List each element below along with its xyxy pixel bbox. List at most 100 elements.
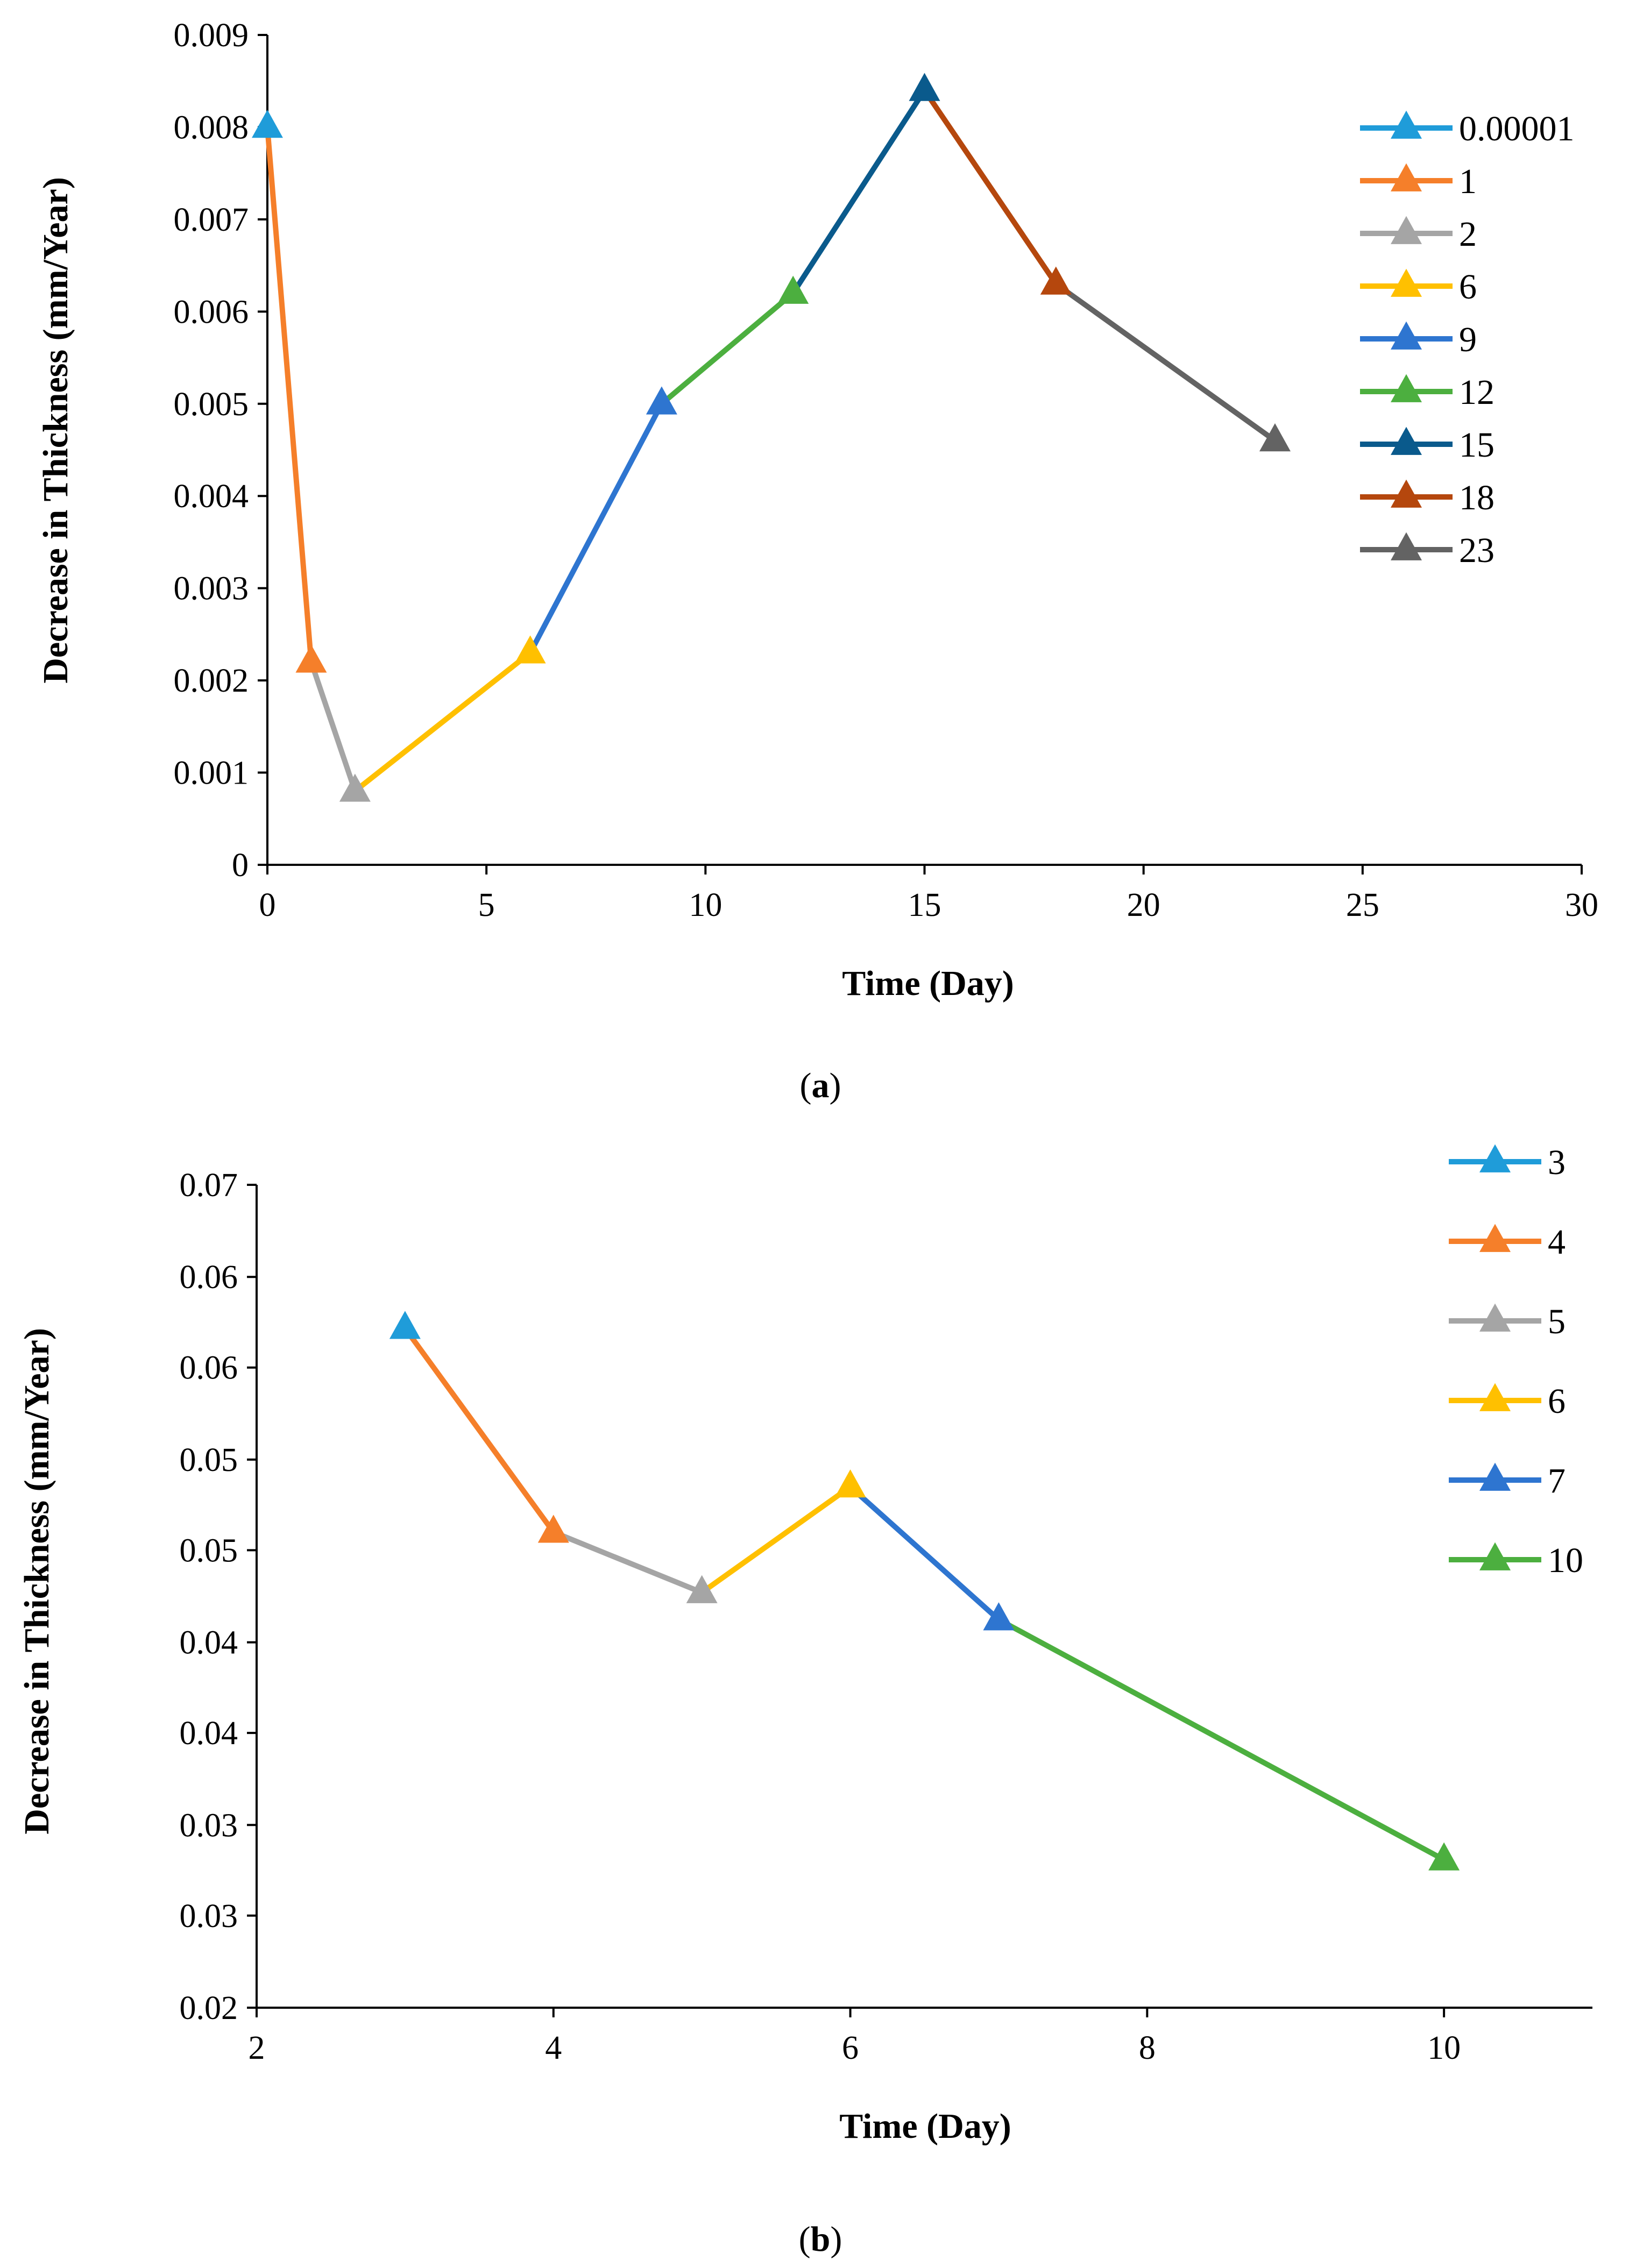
y-tick-label: 0.008 bbox=[174, 109, 249, 146]
data-point-1 bbox=[295, 644, 327, 673]
series-line-18 bbox=[922, 87, 1059, 287]
y-tick-label: 0.03 bbox=[180, 1807, 238, 1844]
legend-label-18: 18 bbox=[1459, 478, 1495, 517]
data-point-9 bbox=[646, 386, 677, 415]
y-tick-label: 0 bbox=[232, 847, 249, 884]
x-axis-title: Time (Day) bbox=[842, 964, 1014, 1003]
legend-marker-1 bbox=[1391, 163, 1422, 191]
x-tick-label: 10 bbox=[689, 887, 722, 923]
data-point-23 bbox=[1259, 423, 1291, 452]
data-point-15 bbox=[909, 73, 940, 101]
legend-label-9: 9 bbox=[1459, 320, 1477, 359]
legend-marker-12 bbox=[1391, 374, 1422, 402]
y-tick-label: 0.03 bbox=[180, 1898, 238, 1935]
legend: 3 4 5 6 7 10 bbox=[1449, 1143, 1583, 1580]
y-tick-label: 0.003 bbox=[174, 571, 249, 607]
legend-label-0.00001: 0.00001 bbox=[1459, 109, 1575, 148]
y-tick-label: 0.02 bbox=[180, 1990, 238, 2027]
y-tick-label: 0.006 bbox=[174, 294, 249, 330]
data-point-18 bbox=[1040, 266, 1072, 295]
series-line-10 bbox=[996, 1617, 1447, 1862]
x-tick-label: 5 bbox=[478, 887, 495, 923]
data-point-7 bbox=[983, 1602, 1015, 1631]
data-point-4 bbox=[537, 1515, 569, 1543]
y-ticks: 0.02 0.03 0.03 0.04 0.04 0.05 0.05 0.06 0.06 0.07 bbox=[180, 1167, 257, 2027]
legend-marker-4 bbox=[1479, 1224, 1511, 1252]
legend-marker-2 bbox=[1391, 216, 1422, 244]
series-line-6 bbox=[699, 1484, 853, 1595]
series-line-2 bbox=[308, 659, 358, 794]
panel-caption: (b) bbox=[799, 2220, 842, 2259]
series-group bbox=[389, 1311, 1460, 1871]
legend-label-15: 15 bbox=[1459, 425, 1495, 465]
y-ticks: 0 0.001 0.002 0.003 0.004 0.005 0.006 0.007 0.00… bbox=[174, 17, 267, 884]
panel-caption: (a) bbox=[800, 1066, 841, 1105]
legend-marker-18 bbox=[1391, 479, 1422, 508]
legend-label-7: 7 bbox=[1548, 1461, 1566, 1501]
y-tick-label: 0.04 bbox=[180, 1625, 238, 1661]
series-group bbox=[252, 73, 1291, 802]
series-line-12 bbox=[658, 290, 796, 407]
y-tick-label: 0.05 bbox=[180, 1442, 238, 1478]
series-line-15 bbox=[790, 87, 927, 296]
x-tick-label: 15 bbox=[908, 887, 941, 923]
y-tick-label: 0.007 bbox=[174, 202, 249, 238]
panel-caption-letter: a bbox=[812, 1066, 830, 1105]
y-tick-label: 0.005 bbox=[174, 386, 249, 423]
series-line-23 bbox=[1053, 281, 1278, 444]
data-point-6 bbox=[514, 635, 546, 664]
x-tick-label: 4 bbox=[545, 2030, 562, 2066]
y-tick-label: 0.001 bbox=[174, 755, 249, 792]
legend-marker-5 bbox=[1479, 1303, 1511, 1332]
x-tick-label: 20 bbox=[1127, 887, 1160, 923]
x-tick-label: 25 bbox=[1346, 887, 1379, 923]
y-tick-label: 0.04 bbox=[180, 1715, 238, 1752]
y-tick-label: 0.06 bbox=[180, 1259, 238, 1296]
chart-panel-a: 0 0.001 0.002 0.003 0.004 0.005 0.006 0.007 0.00… bbox=[36, 17, 1598, 1105]
series-line-9 bbox=[527, 401, 664, 656]
legend-marker-23 bbox=[1391, 532, 1422, 560]
x-axis-title: Time (Day) bbox=[839, 2107, 1011, 2146]
y-tick-label: 0.002 bbox=[174, 663, 249, 699]
data-point-0.00001 bbox=[252, 110, 283, 138]
legend-label-6: 6 bbox=[1459, 267, 1477, 307]
y-tick-label: 0.009 bbox=[174, 17, 249, 54]
legend-label-4: 4 bbox=[1548, 1222, 1566, 1262]
x-tick-label: 6 bbox=[842, 2030, 859, 2066]
x-tick-label: 0 bbox=[259, 887, 276, 923]
data-point-12 bbox=[777, 275, 809, 304]
legend-marker-9 bbox=[1391, 321, 1422, 350]
x-tick-label: 8 bbox=[1139, 2030, 1156, 2066]
legend-label-2: 2 bbox=[1459, 215, 1477, 254]
legend-marker-0.00001 bbox=[1391, 110, 1422, 139]
data-point-3 bbox=[389, 1311, 421, 1339]
legend-marker-10 bbox=[1479, 1542, 1511, 1570]
x-ticks: 0 5 10 15 20 25 30 bbox=[259, 865, 1598, 923]
data-point-10 bbox=[1428, 1842, 1460, 1871]
legend-label-3: 3 bbox=[1548, 1143, 1566, 1182]
x-tick-label: 30 bbox=[1565, 887, 1598, 923]
legend-marker-6 bbox=[1479, 1383, 1511, 1411]
x-tick-label: 10 bbox=[1427, 2030, 1461, 2066]
legend-label-10: 10 bbox=[1548, 1541, 1583, 1580]
panel-caption-letter: b bbox=[811, 2220, 831, 2259]
data-point-2 bbox=[339, 773, 371, 802]
series-line-4 bbox=[402, 1325, 556, 1535]
series-line-6 bbox=[352, 650, 533, 794]
legend-marker-6 bbox=[1391, 268, 1422, 297]
legend-marker-3 bbox=[1479, 1144, 1511, 1172]
legend-label-5: 5 bbox=[1548, 1302, 1566, 1341]
y-axis-title: Decrease in Thickness (mm/Year) bbox=[17, 1328, 56, 1835]
legend-marker-7 bbox=[1479, 1462, 1511, 1491]
x-tick-label: 2 bbox=[249, 2030, 265, 2066]
legend-marker-15 bbox=[1391, 426, 1422, 455]
legend-label-23: 23 bbox=[1459, 531, 1495, 570]
legend-label-6: 6 bbox=[1548, 1382, 1566, 1421]
y-tick-label: 0.05 bbox=[180, 1532, 238, 1569]
y-tick-label: 0.07 bbox=[180, 1167, 238, 1204]
x-ticks: 2 4 6 8 10 bbox=[249, 2008, 1461, 2066]
data-point-6 bbox=[834, 1469, 866, 1498]
legend-label-1: 1 bbox=[1459, 162, 1477, 201]
y-axis-title: Decrease in Thickness (mm/Year) bbox=[36, 177, 75, 684]
